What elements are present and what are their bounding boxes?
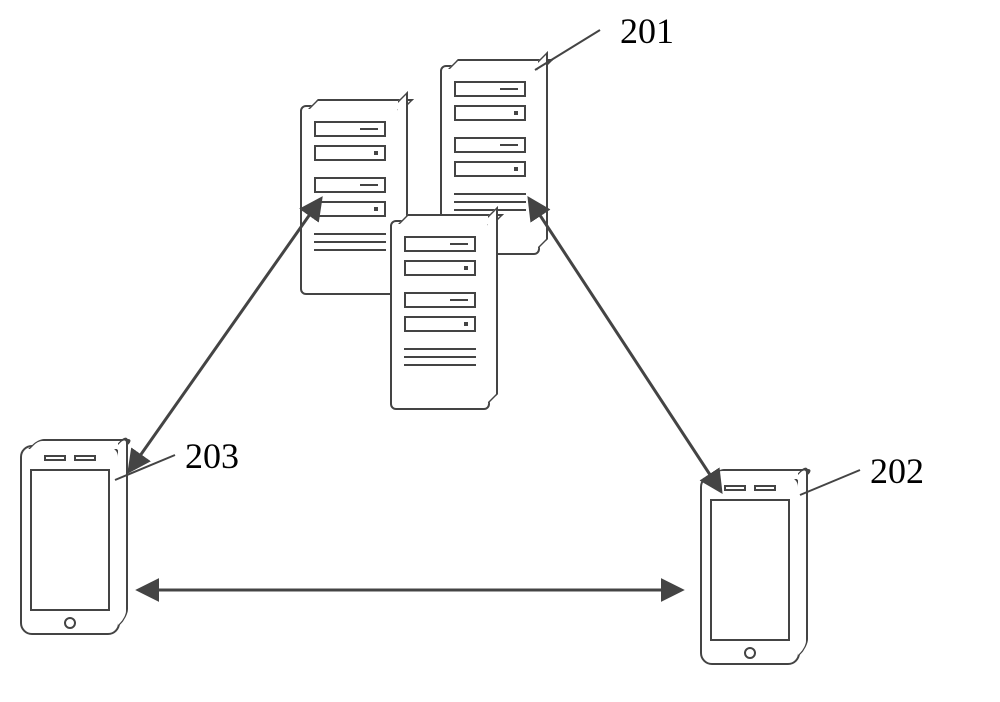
label-201: 201 — [620, 10, 674, 52]
label-203: 203 — [185, 435, 239, 477]
leader-201 — [535, 30, 600, 70]
label-202: 202 — [870, 450, 924, 492]
edge-201-202 — [530, 200, 720, 490]
edge-201-203 — [130, 200, 320, 470]
leader-202 — [800, 470, 860, 495]
diagram-canvas: { "figure": { "type": "network", "canvas… — [0, 0, 1000, 702]
leader-203 — [115, 455, 175, 480]
connector-overlay — [0, 0, 1000, 702]
